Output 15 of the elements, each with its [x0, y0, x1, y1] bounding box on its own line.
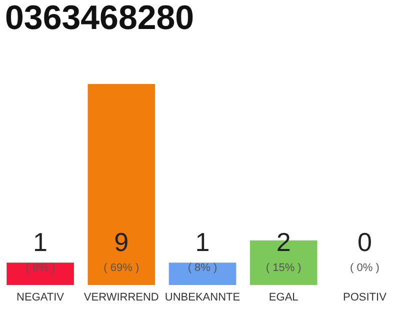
- annotation: ( 15% ): [266, 262, 302, 274]
- annotation: ( 0% ): [350, 262, 380, 274]
- x-tick-label: EGAL: [268, 292, 298, 304]
- annotation: ( 8% ): [26, 262, 55, 274]
- annotation: ( 8% ): [188, 262, 218, 274]
- annotation: ( 69% ): [104, 262, 140, 274]
- data-label: 0: [357, 227, 372, 257]
- data-label: 9: [114, 227, 129, 257]
- data-label: 1: [33, 227, 48, 257]
- x-tick-label: UNBEKANNTE: [164, 292, 240, 304]
- chart-title: 0363468280: [5, 0, 194, 37]
- x-tick-label: NEGATIV: [16, 292, 65, 304]
- x-tick-label: VERWIRREND: [84, 292, 159, 304]
- x-tick-label: POSITIV: [343, 292, 388, 304]
- data-label: 1: [195, 227, 210, 257]
